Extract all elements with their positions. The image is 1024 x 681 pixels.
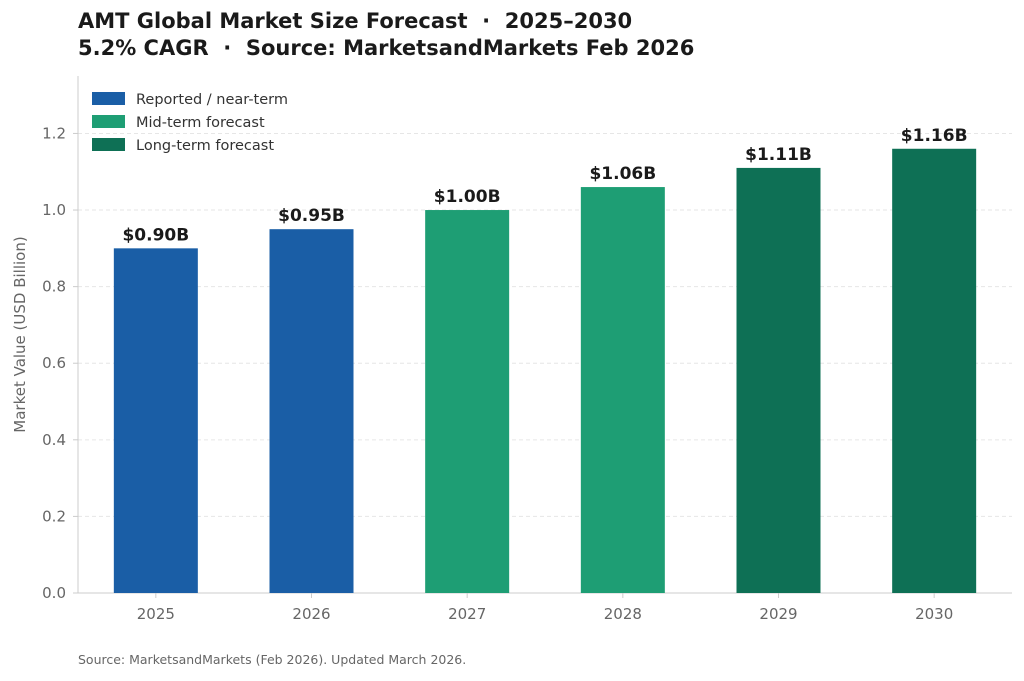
y-axis-label: Market Value (USD Billion) [11,236,29,432]
y-tick-label: 0.8 [42,278,66,296]
bar [736,167,821,593]
bar [269,229,354,593]
x-tick-label: 2029 [759,605,797,623]
legend-swatch [92,115,125,128]
chart-title-line-1: AMT Global Market Size Forecast · 2025–2… [78,9,633,33]
x-tick-label: 2026 [292,605,330,623]
legend-label: Mid-term forecast [136,115,265,131]
x-tick-label: 2030 [915,605,953,623]
legend-label: Long-term forecast [136,138,274,154]
bar [580,187,665,593]
x-tick-label: 2025 [137,605,175,623]
y-tick-label: 1.2 [42,124,66,142]
y-tick-label: 0.0 [42,584,66,602]
bar [892,148,977,593]
bar-chart: 0.0 0.2 0.4 0.6 0.8 1.0 1.2 Market Value (USD B… [11,76,1012,623]
chart-title-line-2: 5.2% CAGR · Source: MarketsandMarkets Fe… [78,36,695,60]
bar [113,248,198,594]
y-tick-label: 0.4 [42,431,66,449]
y-tick-label: 0.2 [42,507,66,525]
bar-value-label: $0.95B [278,206,345,226]
footer-source-note: Source: MarketsandMarkets (Feb 2026). Up… [78,652,467,667]
legend-swatch [92,138,125,151]
bar-value-label: $1.06B [589,164,656,184]
legend-swatch [92,92,125,105]
bar-value-label: $1.00B [434,187,501,207]
x-tick-label: 2027 [448,605,486,623]
y-tick-label: 1.0 [42,201,66,219]
legend-label: Reported / near-term [136,92,288,108]
x-tick-label: 2028 [604,605,642,623]
bar-value-label: $1.11B [745,145,812,165]
bar-value-label: $1.16B [901,126,968,146]
bar-value-label: $0.90B [122,225,189,245]
chart-title: AMT Global Market Size Forecast · 2025–2… [78,8,694,62]
y-tick-label: 0.6 [42,354,66,372]
bar [425,210,510,593]
